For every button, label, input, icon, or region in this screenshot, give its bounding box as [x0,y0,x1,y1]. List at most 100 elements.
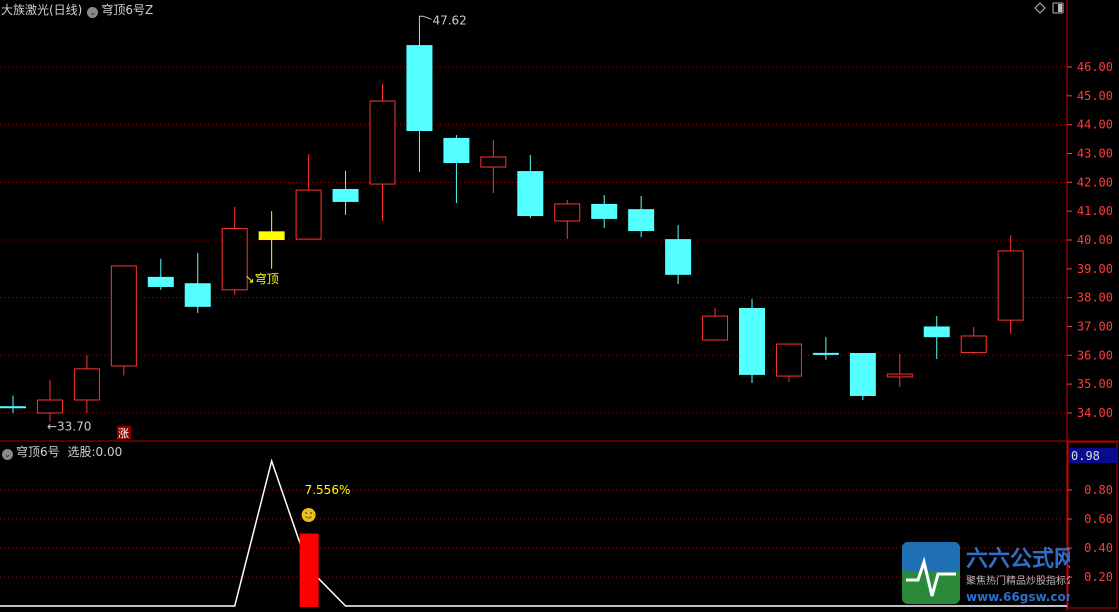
svg-text:六六公式网: 六六公式网 [966,547,1070,572]
candle-body [886,373,913,378]
rise-badge-label: 涨 [118,427,129,440]
candle[interactable] [812,337,839,360]
high-arrow-icon [418,15,432,21]
chart-header: 大族激光(日线) ⌄ 穹顶6号Z [1,1,153,18]
candle[interactable] [147,258,174,290]
panel-toggle-icon[interactable] [1052,2,1064,14]
price-axis: 34.00 35.00 36.00 37.00 38.00 39.00 40.00 41.00… [1067,60,1113,420]
axis-tick-label: 0.80 [1084,483,1113,497]
candle-body [665,239,692,275]
candle-body [110,265,137,367]
select-label: 选股: [67,445,96,459]
candle[interactable] [258,211,285,269]
candle[interactable] [221,206,248,295]
annotations: 47.62 ←33.70 ↘穹顶涨 [47,13,467,440]
axis-tick-label: 36.00 [1077,348,1113,362]
candle-body [923,326,950,338]
candle[interactable] [369,84,396,221]
smiley-eye [305,512,308,514]
candle-body [702,315,729,341]
axis-tick-label: 43.00 [1077,146,1113,160]
candle[interactable] [517,154,544,219]
candle[interactable] [702,308,729,341]
panel-toggle-icon-fill [1058,4,1062,12]
candle[interactable] [295,154,322,240]
candle[interactable] [628,195,655,238]
axis-tick-label: 0.60 [1084,512,1113,526]
candle-body [739,308,765,375]
indicator-title[interactable]: 穹顶6号Z [101,3,154,17]
candle[interactable] [36,379,63,422]
candle[interactable] [184,252,211,313]
candle-body [184,283,211,307]
svg-text:www.66gsw.com: www.66gsw.com [966,590,1070,604]
bar-percent-label: 7.556% [305,483,351,497]
candles [0,20,1024,422]
candle-body [554,203,581,222]
current-value-badge [1069,448,1117,463]
svg-text:聚焦热门精品炒股指标公式: 聚焦热门精品炒股指标公式 [966,574,1070,587]
candle-body [369,100,396,185]
candle-body [147,276,174,287]
candle[interactable] [886,353,913,388]
select-value: 0.00 [95,445,123,459]
candle-body [960,335,987,353]
signal-label: ↘穹顶 [245,271,279,286]
candle[interactable] [554,199,581,240]
candle[interactable] [443,135,470,204]
indicator-line [0,458,1067,607]
candle[interactable] [332,170,359,215]
axis-tick-label: 44.00 [1077,118,1113,132]
price-grid [0,66,1067,414]
axis-tick-label: 46.00 [1077,60,1113,74]
axis-tick-label: 45.00 [1077,89,1113,103]
candle-body [628,209,655,232]
indicator-name[interactable]: 穹顶6号 [16,445,60,459]
candle[interactable] [73,355,100,413]
indicator-series: 7.556% [0,458,1067,608]
axis-tick-label: 41.00 [1077,204,1113,218]
current-value: 0.98 [1071,449,1100,463]
candle-body [480,156,507,168]
smiley-eye [310,512,313,514]
chevron-down-icon[interactable]: ⌄ [2,449,13,460]
candle[interactable] [960,327,987,354]
candle[interactable] [775,343,802,383]
candle[interactable] [591,195,618,228]
rise-badge [117,426,131,439]
candle-body [332,188,359,202]
candle[interactable] [0,395,26,413]
candle[interactable] [406,20,433,172]
axis-tick-label: 39.00 [1077,262,1113,276]
candle-body [406,45,433,132]
candle[interactable] [849,352,876,400]
candle[interactable] [480,139,507,193]
candle-body [36,399,63,414]
high-price-label: 47.62 [432,13,466,27]
candle-body [258,231,285,240]
axis-tick-label: 37.00 [1077,319,1113,333]
axis-tick-label: 34.00 [1077,406,1113,420]
candle-body [591,203,618,219]
candle-body [295,189,322,240]
candle[interactable] [997,235,1024,334]
axis-tick-label: 42.00 [1077,175,1113,189]
candle-body [443,137,470,164]
candle[interactable] [923,316,950,360]
low-price-label: ←33.70 [47,420,91,434]
candle[interactable] [110,265,137,376]
axis-tick-label: 38.00 [1077,291,1113,305]
diamond-icon[interactable] [1034,2,1046,14]
candle[interactable] [665,224,692,285]
smiley-face [301,508,316,522]
candle-body [997,250,1024,321]
chevron-down-icon[interactable]: ⌄ [87,7,99,18]
candle[interactable] [739,299,765,383]
indicator-bar[interactable] [299,533,319,608]
candle-body [221,227,248,291]
candle-body [775,343,802,377]
indicator-axis: 0.20 0.40 0.60 0.80 0.98 [1067,448,1117,584]
indicator-header: ⌄ 穹顶6号 选股:0.00 [0,443,122,460]
stock-title: 大族激光(日线) [1,3,83,17]
